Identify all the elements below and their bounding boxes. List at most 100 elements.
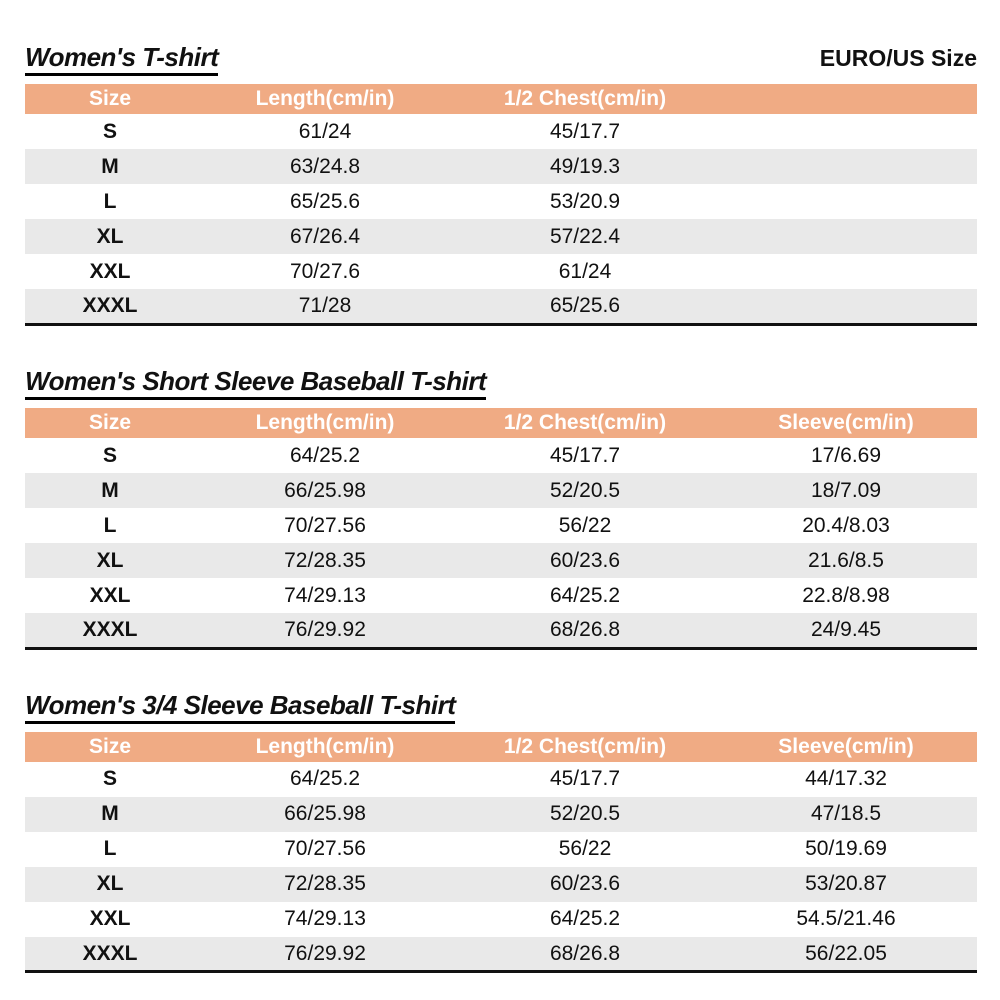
value-cell: 57/22.4 (549, 224, 621, 248)
value-cell: 56/22.05 (805, 941, 887, 965)
table-row: XXL 74/29.13 64/25.2 54.5/21.46 (25, 901, 977, 937)
header-row: Size Length(cm/in) 1/2 Chest(cm/in) Sleeve(… (25, 731, 977, 762)
value-cell: 52/20.5 (549, 802, 621, 826)
table-row: XXXL 71/28 65/25.6 (25, 289, 977, 325)
column-header: 1/2 Chest(cm/in) (455, 84, 715, 115)
value-cell (715, 114, 977, 149)
value-cell: 65/25.6 (549, 294, 621, 318)
table-row: XXXL 76/29.92 68/26.8 24/9.45 (25, 613, 977, 649)
column-header: Length(cm/in) (195, 84, 455, 115)
size-standard-label: EURO/US Size (819, 45, 977, 72)
value-cell: 63/24.8 (289, 154, 361, 178)
value-cell: 45/17.7 (549, 119, 621, 143)
table-row: XXL 70/27.6 61/24 (25, 254, 977, 290)
size-cell: XXXL (82, 941, 138, 965)
value-cell: 68/26.8 (549, 617, 621, 641)
size-cell: XXL (89, 583, 131, 607)
value-cell: 54.5/21.46 (796, 907, 896, 931)
value-cell: 74/29.13 (284, 583, 366, 607)
size-chart-page: Women's T-shirt EURO/US Size Size Length(… (25, 43, 977, 974)
table-row: XXXL 76/29.92 68/26.8 56/22.05 (25, 936, 977, 972)
header-row: Size Length(cm/in) 1/2 Chest(cm/in) (25, 84, 977, 115)
value-cell: 44/17.32 (805, 767, 887, 791)
table-row: XL 72/28.35 60/23.6 53/20.87 (25, 866, 977, 902)
value-cell (715, 289, 977, 324)
table-row: L 70/27.56 56/22 20.4/8.03 (25, 508, 977, 544)
table-row: XL 72/28.35 60/23.6 21.6/8.5 (25, 543, 977, 579)
value-cell: 72/28.35 (284, 548, 366, 572)
title-row: Women's Short Sleeve Baseball T-shirt (25, 367, 977, 401)
table-title-womens-three-quarter-sleeve-baseball-tshirt: Women's 3/4 Sleeve Baseball T-shirt (25, 691, 456, 724)
column-header: Size (25, 408, 195, 439)
size-cell: L (103, 189, 117, 213)
column-header: Sleeve(cm/in) (715, 408, 977, 439)
size-cell: XL (96, 548, 124, 572)
value-cell (715, 219, 977, 254)
value-cell: 49/19.3 (549, 154, 621, 178)
size-cell: M (101, 478, 119, 502)
column-header (715, 84, 977, 115)
value-cell: 61/24 (558, 259, 612, 283)
size-cell: XXXL (82, 294, 138, 318)
title-row: Women's 3/4 Sleeve Baseball T-shirt (25, 691, 977, 724)
table-row: XXL 74/29.13 64/25.2 22.8/8.98 (25, 578, 977, 614)
value-cell: 21.6/8.5 (808, 548, 884, 572)
value-cell: 64/25.2 (549, 907, 621, 931)
value-cell: 64/25.2 (289, 767, 361, 791)
value-cell (715, 254, 977, 289)
table-row: M 66/25.98 52/20.5 18/7.09 (25, 473, 977, 509)
value-cell: 72/28.35 (284, 872, 366, 896)
value-cell: 66/25.98 (284, 478, 366, 502)
table-row: XL 67/26.4 57/22.4 (25, 219, 977, 255)
value-cell: 24/9.45 (810, 617, 882, 641)
table-row: L 65/25.6 53/20.9 (25, 184, 977, 220)
table-row: S 64/25.2 45/17.7 44/17.32 (25, 761, 977, 797)
section-womens-three-quarter-sleeve-baseball-tshirt: Women's 3/4 Sleeve Baseball T-shirt Size… (25, 691, 977, 974)
size-cell: M (101, 154, 119, 178)
value-cell: 60/23.6 (549, 548, 621, 572)
size-cell: S (102, 119, 117, 143)
title-row: Women's T-shirt EURO/US Size (25, 43, 977, 77)
size-table-womens-short-sleeve-baseball-tshirt: Size Length(cm/in) 1/2 Chest(cm/in) Sleeve(… (25, 408, 977, 650)
value-cell: 61/24 (298, 119, 352, 143)
table-row: M 63/24.8 49/19.3 (25, 149, 977, 185)
column-header: Sleeve(cm/in) (715, 731, 977, 762)
value-cell: 52/20.5 (549, 478, 621, 502)
column-header: Size (25, 731, 195, 762)
table-row: M 66/25.98 52/20.5 47/18.5 (25, 796, 977, 832)
value-cell: 74/29.13 (284, 907, 366, 931)
value-cell (715, 184, 977, 219)
value-cell: 67/26.4 (289, 224, 361, 248)
value-cell: 45/17.7 (549, 767, 621, 791)
value-cell: 65/25.6 (289, 189, 361, 213)
value-cell: 53/20.87 (805, 872, 887, 896)
value-cell: 22.8/8.98 (802, 583, 890, 607)
size-cell: XXXL (82, 617, 138, 641)
size-cell: XL (96, 224, 124, 248)
value-cell: 71/28 (298, 294, 352, 318)
size-table-womens-three-quarter-sleeve-baseball-tshirt: Size Length(cm/in) 1/2 Chest(cm/in) Sleeve(… (25, 731, 977, 974)
table-row: S 64/25.2 45/17.7 17/6.69 (25, 438, 977, 474)
value-cell: 70/27.56 (284, 513, 366, 537)
column-header: 1/2 Chest(cm/in) (455, 731, 715, 762)
value-cell (715, 149, 977, 184)
value-cell: 47/18.5 (810, 802, 882, 826)
section-womens-short-sleeve-baseball-tshirt: Women's Short Sleeve Baseball T-shirt Si… (25, 367, 977, 650)
size-table-womens-tshirt: Size Length(cm/in) 1/2 Chest(cm/in) S 61/24… (25, 84, 977, 326)
value-cell: 20.4/8.03 (802, 513, 890, 537)
value-cell: 76/29.92 (284, 941, 366, 965)
size-cell: S (102, 767, 117, 791)
table-row: L 70/27.56 56/22 50/19.69 (25, 831, 977, 867)
value-cell: 68/26.8 (549, 941, 621, 965)
value-cell: 60/23.6 (549, 872, 621, 896)
size-cell: L (103, 837, 117, 861)
size-cell: L (103, 513, 117, 537)
column-header: Length(cm/in) (195, 408, 455, 439)
value-cell: 53/20.9 (549, 189, 621, 213)
value-cell: 50/19.69 (805, 837, 887, 861)
value-cell: 66/25.98 (284, 802, 366, 826)
value-cell: 64/25.2 (549, 583, 621, 607)
size-cell: XL (96, 872, 124, 896)
column-header: 1/2 Chest(cm/in) (455, 408, 715, 439)
column-header: Length(cm/in) (195, 731, 455, 762)
